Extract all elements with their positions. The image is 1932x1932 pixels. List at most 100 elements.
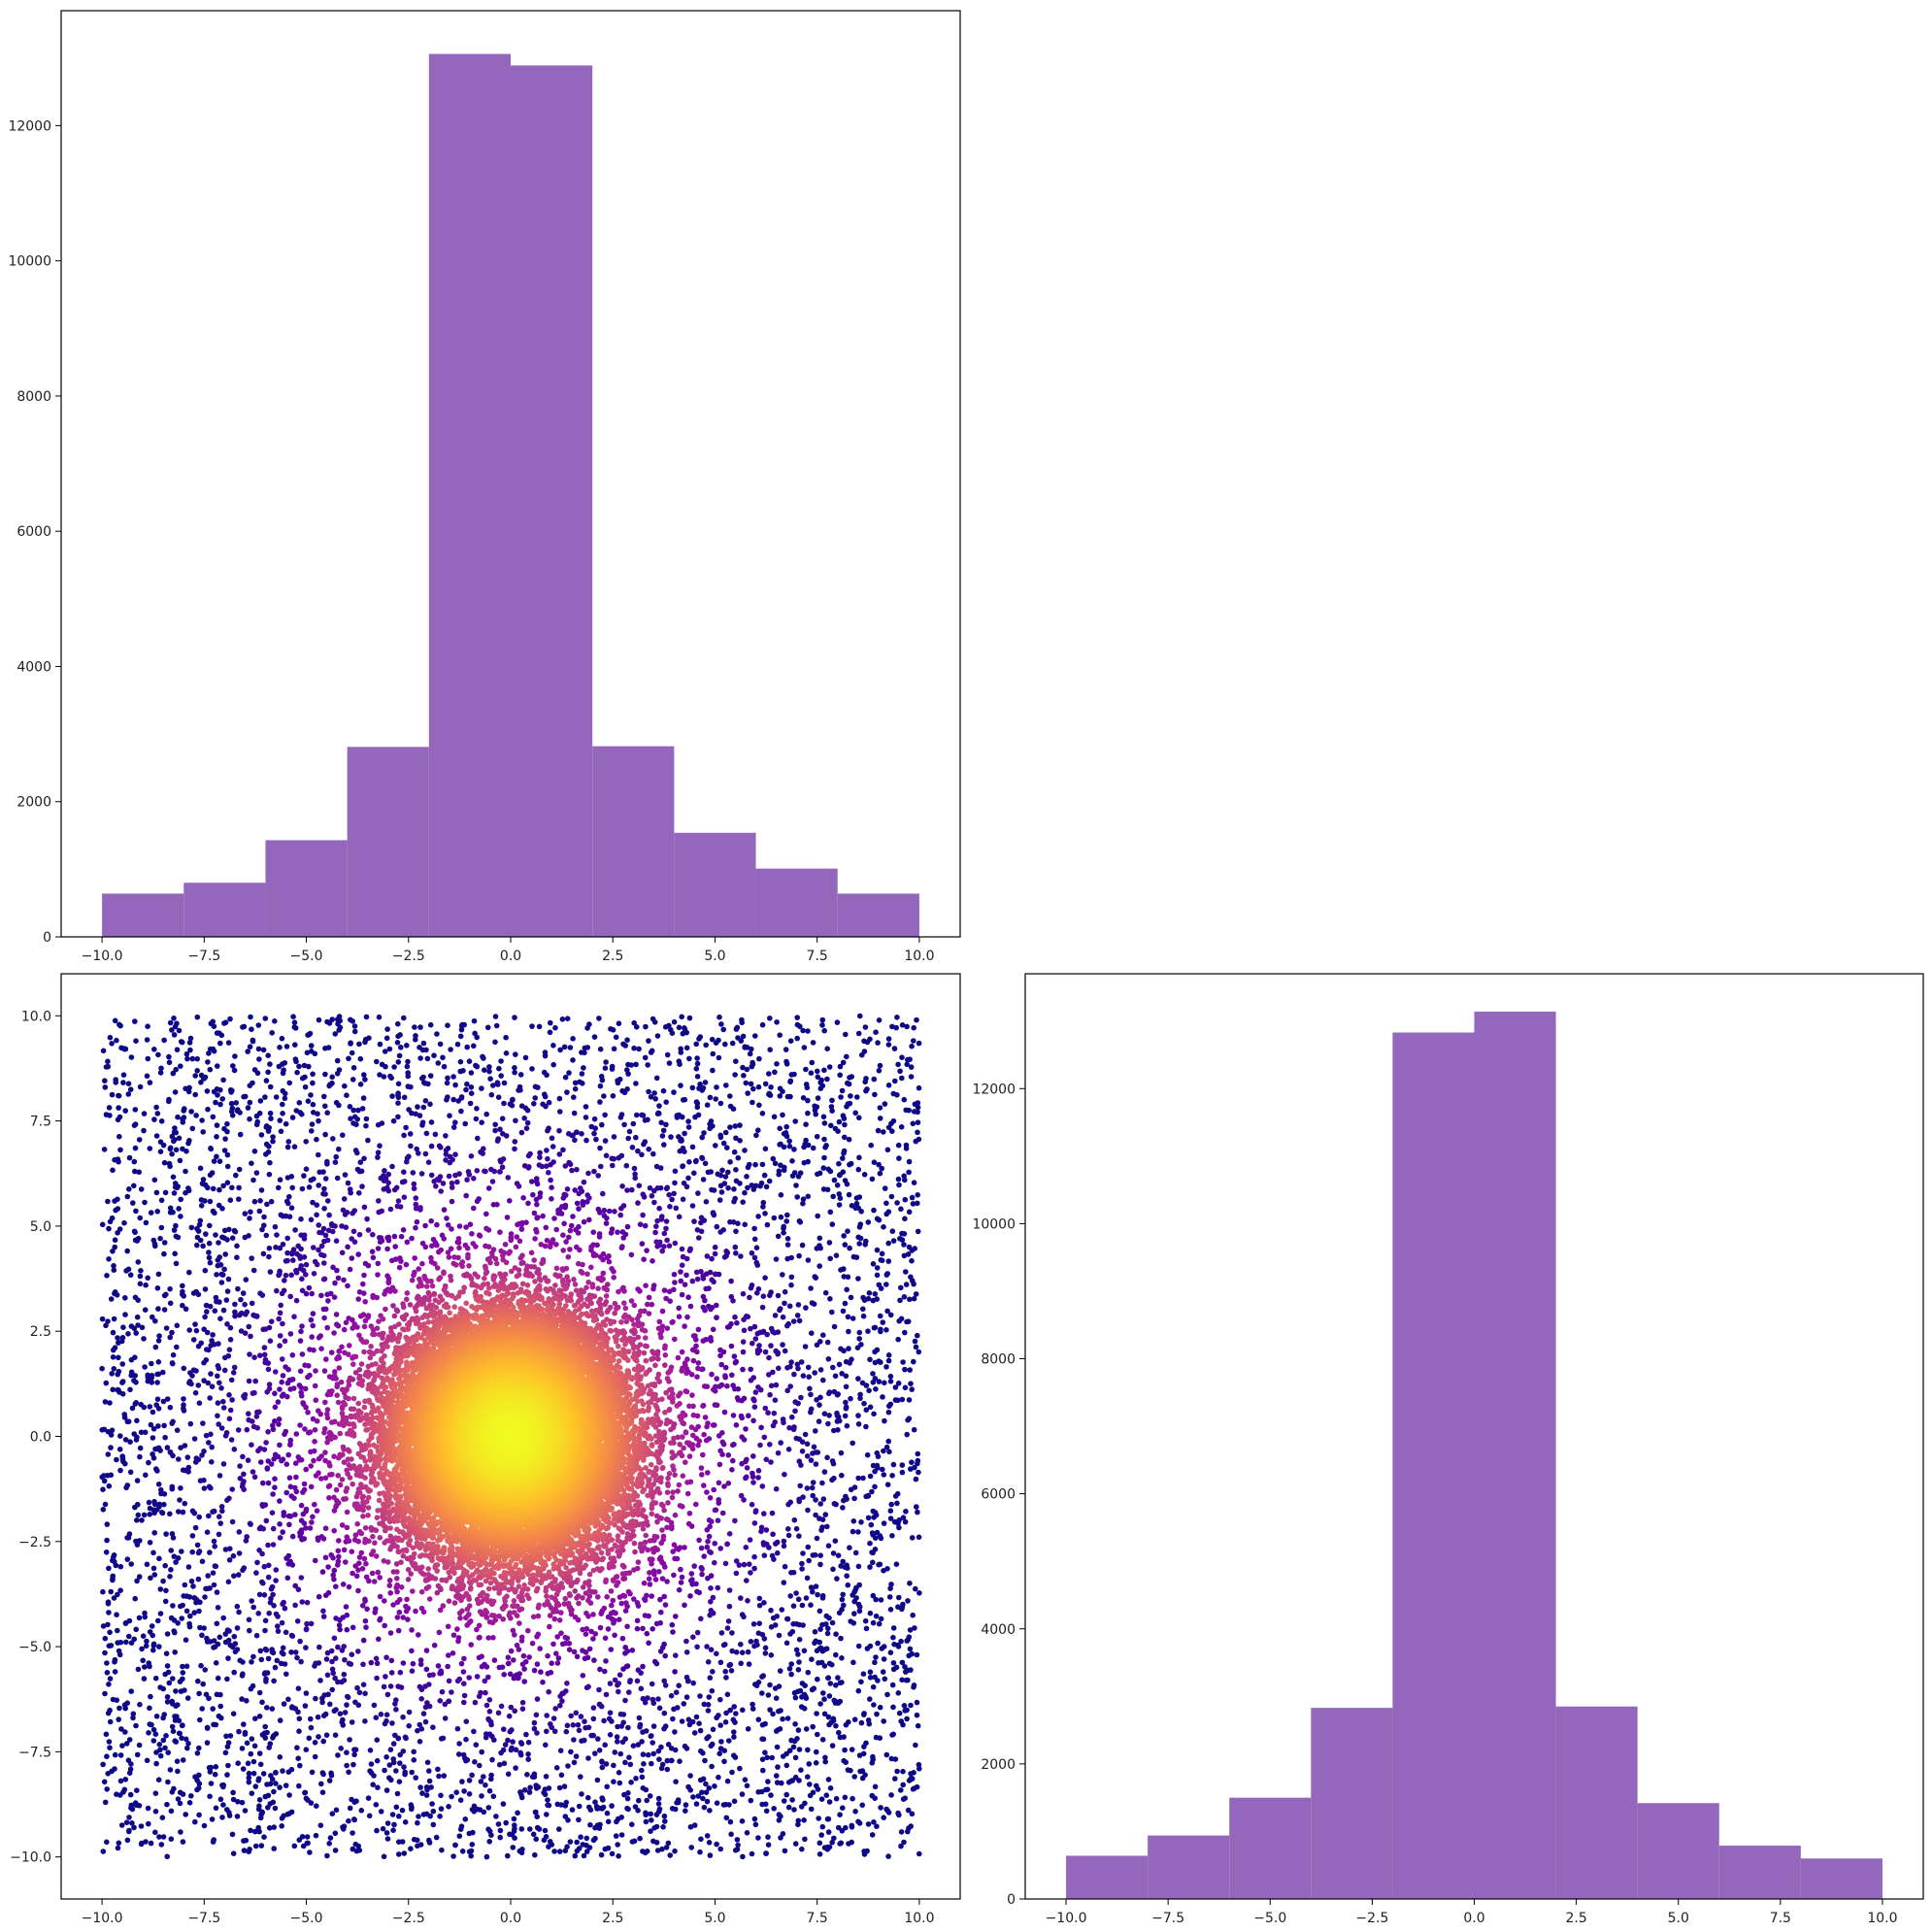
scatter-point	[204, 1529, 211, 1535]
scatter-point	[557, 1109, 563, 1115]
scatter-point	[763, 1808, 770, 1815]
scatter-point	[724, 1145, 730, 1150]
scatter-point	[807, 1782, 813, 1787]
scatter-point	[364, 1216, 370, 1222]
scatter-point	[631, 1045, 637, 1051]
scatter-point	[826, 1660, 833, 1667]
scatter-point	[611, 1046, 617, 1052]
scatter-point	[751, 1225, 757, 1232]
scatter-point	[784, 1242, 791, 1248]
scatter-point	[494, 1138, 501, 1144]
scatter-point	[915, 1129, 920, 1136]
scatter-point	[334, 1267, 340, 1274]
scatter-point	[564, 1681, 570, 1686]
scatter-point	[865, 1717, 872, 1723]
scatter-point	[717, 1100, 724, 1107]
scatter-point	[125, 1331, 131, 1337]
scatter-point	[899, 1054, 905, 1060]
scatter-point	[862, 1242, 868, 1248]
scatter-point	[838, 1346, 844, 1352]
scatter-point	[316, 1593, 322, 1600]
scatter-point	[803, 1066, 809, 1073]
scatter-point	[762, 1405, 769, 1412]
scatter-point	[350, 1210, 355, 1216]
scatter-point	[217, 1316, 223, 1321]
scatter-point	[755, 1475, 761, 1481]
scatter-point	[103, 1731, 110, 1738]
scatter-point	[842, 1794, 849, 1801]
scatter-point	[474, 1034, 481, 1041]
scatter-point	[128, 1561, 134, 1567]
scatter-point	[583, 1104, 589, 1110]
scatter-point	[263, 1232, 270, 1239]
scatter-point	[809, 1059, 816, 1066]
scatter-point	[892, 1397, 899, 1403]
scatter-point	[186, 1800, 193, 1806]
scatter-point	[905, 1416, 911, 1423]
scatter-point	[458, 1108, 464, 1115]
scatter-point	[573, 1753, 580, 1759]
scatter-point	[454, 1041, 461, 1048]
scatter-point	[870, 1380, 877, 1385]
scatter-point	[424, 1700, 430, 1706]
scatter-point	[635, 1667, 642, 1673]
scatter-point	[316, 1247, 321, 1253]
scatter-point	[438, 1188, 445, 1194]
scatter-point	[180, 1602, 185, 1609]
scatter-point	[377, 1143, 383, 1149]
scatter-point	[211, 1158, 217, 1164]
scatter-point	[775, 1233, 782, 1240]
scatter-point	[296, 1715, 303, 1722]
scatter-point	[466, 1172, 473, 1178]
scatter-point	[348, 1661, 354, 1667]
scatter-point	[711, 1212, 717, 1218]
scatter-point	[738, 1595, 744, 1601]
scatter-point	[227, 1337, 234, 1343]
scatter-point	[437, 1145, 444, 1150]
scatter-point	[401, 1764, 407, 1770]
scatter-point	[234, 1647, 241, 1652]
scatter-point	[292, 1602, 298, 1609]
scatter-point	[197, 1217, 204, 1224]
scatter-point	[459, 1849, 466, 1854]
scatter-point	[315, 1714, 321, 1720]
scatter-point	[325, 1045, 332, 1050]
scatter-point	[679, 1246, 685, 1252]
scatter-point	[198, 1662, 204, 1669]
scatter-point	[870, 1753, 876, 1760]
scatter-point	[591, 1034, 598, 1040]
scatter-point	[883, 1282, 889, 1287]
scatter-point	[698, 1564, 705, 1571]
scatter-point	[728, 1831, 734, 1838]
scatter-point	[441, 1773, 448, 1779]
scatter-point	[499, 1116, 506, 1121]
scatter-point	[586, 1804, 592, 1811]
scatter-point	[609, 1850, 616, 1857]
scatter-point	[180, 1670, 186, 1676]
scatter-point	[128, 1688, 134, 1694]
scatter-point	[729, 1630, 735, 1636]
scatter-point	[342, 1212, 349, 1217]
scatter-point	[867, 1356, 873, 1363]
scatter-point	[210, 1185, 217, 1192]
scatter-point	[734, 1319, 740, 1326]
scatter-point	[876, 1068, 883, 1074]
scatter-point	[516, 1183, 522, 1189]
scatter-point	[512, 1822, 517, 1828]
scatter-point	[285, 1696, 291, 1703]
scatter-point	[301, 1254, 308, 1260]
scatter-point	[887, 1649, 894, 1655]
scatter-point	[276, 1184, 282, 1191]
scatter-point	[399, 1807, 406, 1814]
scatter-point	[334, 1057, 341, 1064]
scatter-point	[148, 1840, 154, 1847]
scatter-point	[277, 1386, 283, 1392]
scatter-point	[402, 1769, 409, 1776]
scatter-point	[309, 1769, 316, 1776]
scatter-point	[137, 1273, 144, 1280]
scatter-point	[237, 1110, 243, 1116]
scatter-point	[165, 1779, 171, 1785]
scatter-point	[772, 1397, 779, 1403]
scatter-point	[737, 1122, 743, 1128]
scatter-point	[272, 1476, 278, 1482]
